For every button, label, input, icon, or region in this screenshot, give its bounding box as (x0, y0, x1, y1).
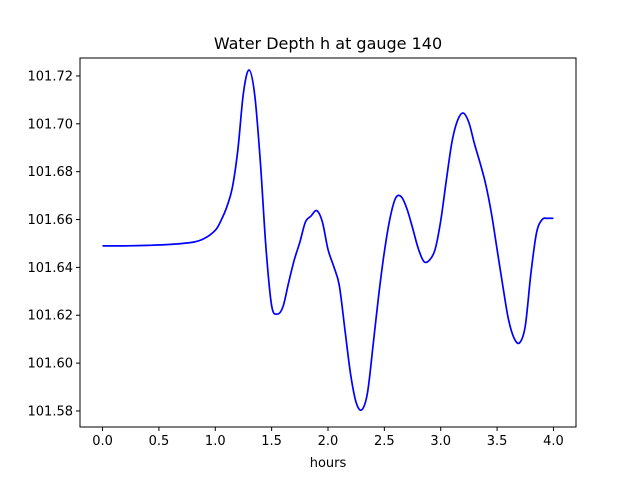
x-tick-label: 3.5 (487, 434, 508, 449)
y-tick-label: 101.62 (28, 309, 74, 324)
x-tick-label: 1.0 (205, 434, 226, 449)
series-line-0 (102, 69, 554, 412)
x-axis-label: hours (310, 456, 347, 471)
x-tick-label: 4.0 (543, 434, 564, 449)
x-tick-label: 2.0 (318, 434, 339, 449)
y-axis-ticks: 101.58 101.60 101.62 101.64 101.66 101.68 101.… (28, 69, 80, 419)
y-tick-label: 101.64 (28, 261, 74, 276)
x-tick-label: 3.0 (430, 434, 451, 449)
x-axis-ticks: 0.0 0.5 1.0 1.5 2.0 2.5 3.0 3.5 4.0 (92, 427, 564, 449)
y-tick-label: 101.70 (28, 117, 74, 132)
x-tick-label: 0.5 (149, 434, 170, 449)
chart-title: Water Depth h at gauge 140 (214, 34, 442, 53)
y-tick-label: 101.58 (28, 404, 74, 419)
y-tick-label: 101.60 (28, 357, 74, 372)
x-tick-label: 1.5 (261, 434, 282, 449)
y-tick-label: 101.66 (28, 213, 74, 228)
y-tick-label: 101.68 (28, 165, 74, 180)
y-tick-label: 101.72 (28, 69, 74, 84)
x-tick-label: 0.0 (92, 434, 113, 449)
plot-area (102, 69, 554, 412)
x-tick-label: 2.5 (374, 434, 395, 449)
plot-frame (79, 57, 577, 428)
